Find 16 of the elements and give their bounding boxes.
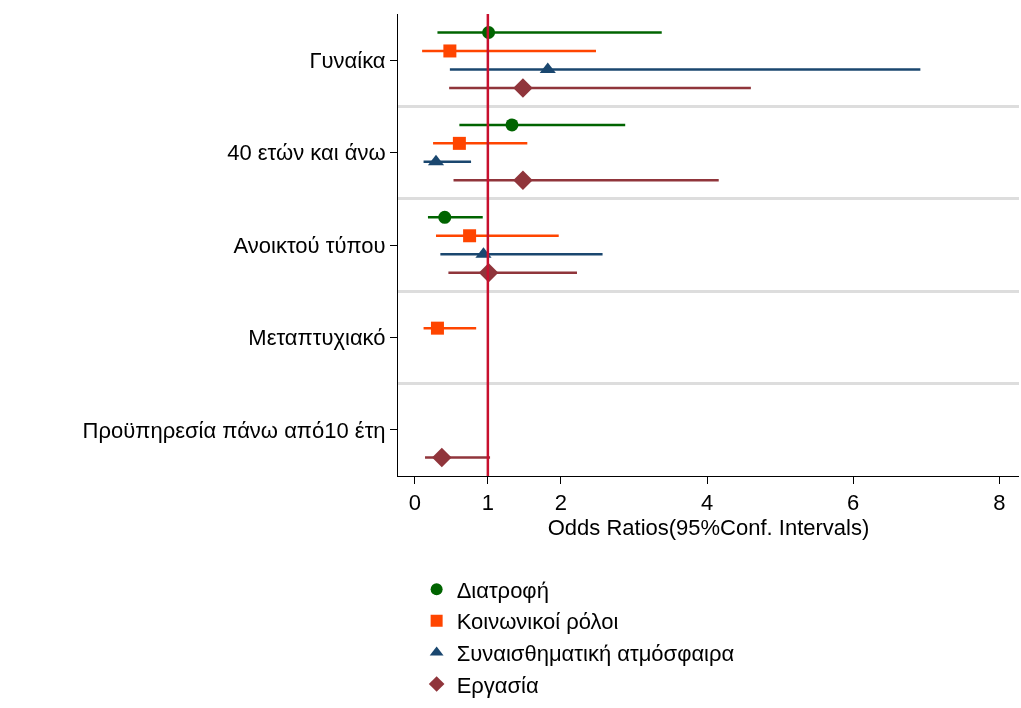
- legend-label: Διατροφή: [456, 577, 549, 603]
- legend-label: Εργασία: [456, 672, 539, 698]
- y-tick-label: Μεταπτυχιακό: [248, 325, 386, 351]
- y-tick-label: 40 ετών και άνω: [227, 140, 386, 166]
- y-tick-label: Ανοικτού τύπου: [233, 232, 386, 258]
- x-tick-label: 1: [481, 490, 494, 516]
- x-tick-label: 4: [700, 490, 714, 516]
- x-axis-title: Odds Ratios(95%Conf. Intervals): [547, 515, 870, 541]
- y-tick-label: Προϋπηρεσία πάνω από10 έτη: [82, 417, 386, 443]
- x-tick-label: 8: [993, 490, 1006, 516]
- x-tick-label: 0: [408, 490, 421, 516]
- legend-label: Συναισθηματική ατμόσφαιρα: [456, 640, 735, 666]
- x-tick-label: 6: [847, 490, 860, 516]
- y-tick-label: Γυναίκα: [309, 47, 386, 73]
- x-tick-label: 2: [554, 490, 568, 516]
- legend-label: Κοινωνικοί ρόλοι: [456, 609, 619, 635]
